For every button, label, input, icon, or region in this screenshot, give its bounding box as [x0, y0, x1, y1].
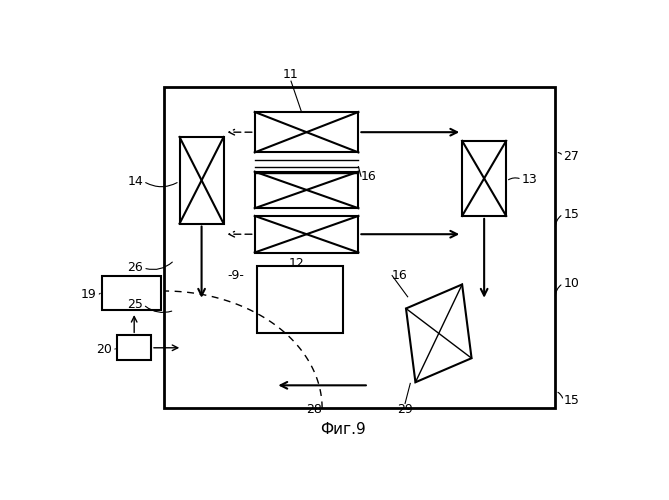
Bar: [179, 137, 223, 224]
Text: 26: 26: [128, 262, 143, 274]
Text: 29: 29: [397, 404, 413, 416]
Bar: [164, 87, 555, 408]
Text: 13: 13: [522, 173, 537, 186]
Bar: [255, 216, 359, 252]
Bar: [255, 172, 359, 208]
Text: 16: 16: [392, 269, 408, 282]
Text: 15: 15: [563, 208, 579, 220]
Bar: [462, 141, 506, 216]
Text: 25: 25: [127, 298, 143, 311]
Bar: [258, 266, 343, 334]
Bar: [102, 276, 161, 310]
Text: 27: 27: [563, 150, 579, 163]
Bar: [255, 112, 359, 152]
Text: 11: 11: [283, 68, 299, 81]
Bar: [117, 336, 151, 360]
Text: 28: 28: [306, 404, 322, 416]
Text: -9-: -9-: [227, 269, 244, 282]
Text: 10: 10: [563, 277, 579, 290]
Text: 16: 16: [361, 170, 377, 183]
Text: 12: 12: [288, 257, 304, 270]
Text: 15: 15: [563, 394, 579, 407]
Text: 14: 14: [128, 175, 143, 188]
Polygon shape: [406, 284, 472, 382]
Text: Фиг.9: Фиг.9: [320, 422, 366, 438]
Text: 19: 19: [81, 288, 96, 302]
Text: 20: 20: [96, 343, 112, 356]
